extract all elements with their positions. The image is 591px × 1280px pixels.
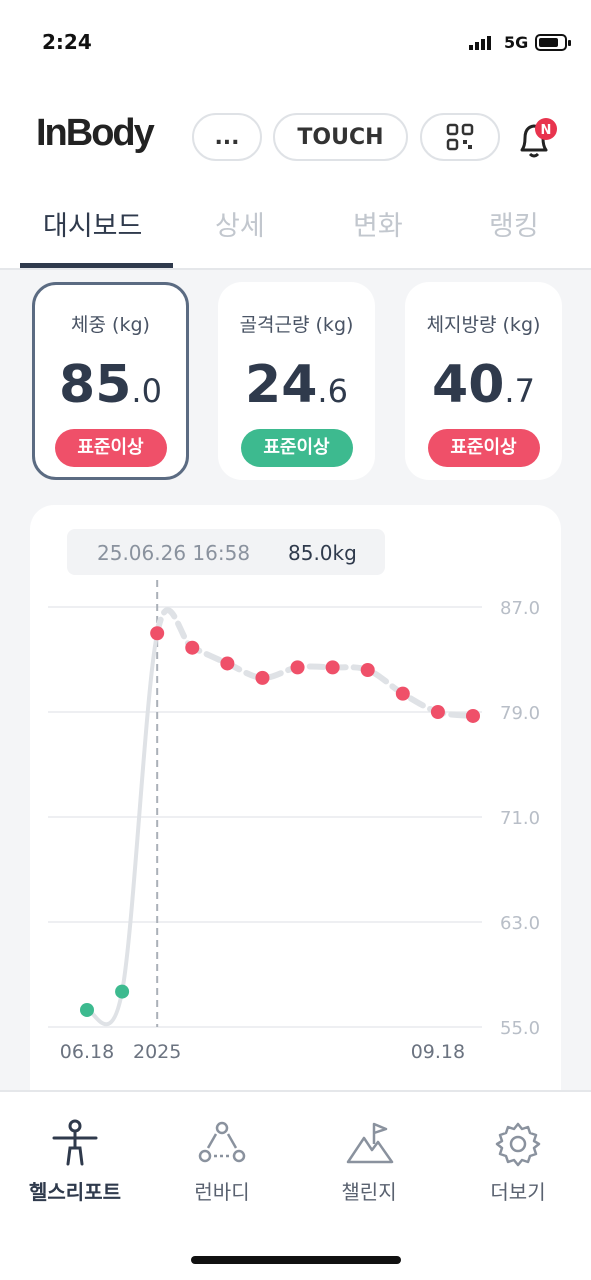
nav-icon[interactable] <box>494 1120 542 1168</box>
nav-icon[interactable] <box>48 1118 102 1168</box>
nav-label[interactable]: 더보기 <box>490 1180 546 1204</box>
network-label: 5G <box>504 33 529 52</box>
tab[interactable]: 변화 <box>353 211 403 242</box>
notification-bell[interactable]: N <box>512 116 562 162</box>
status-time: 2:24 <box>42 30 92 54</box>
logo: InBody <box>36 112 155 154</box>
weight-chart: 55.0 63.0 71.0 79.0 87.0 25.06.26 16:58 85.0kg… <box>48 529 540 1063</box>
tooltip-date: 25.06.26 16:58 <box>97 541 250 565</box>
data-point <box>185 640 200 655</box>
data-point <box>430 705 445 719</box>
qr-icon <box>446 123 474 151</box>
metric-card[interactable]: 체중 (kg) 85.0 표준이상 <box>32 282 189 480</box>
data-point <box>395 686 410 701</box>
tooltip <box>67 529 385 575</box>
svg-text:N: N <box>541 123 552 138</box>
y-tick-label: 79.0 <box>500 703 540 724</box>
nav-icon[interactable] <box>196 1120 248 1166</box>
card-value: 40.7 <box>405 355 562 421</box>
data-point <box>466 708 480 723</box>
battery-icon <box>535 34 571 51</box>
touch-button[interactable]: TOUCH <box>273 113 408 161</box>
data-point <box>290 660 305 675</box>
data-point <box>325 660 340 675</box>
status-pill: 표준이상 <box>427 429 540 467</box>
status-pill: 표준이상 <box>54 429 167 467</box>
qr-button[interactable] <box>420 113 500 161</box>
chart-card <box>30 505 561 1125</box>
y-tick-label: 71.0 <box>500 808 540 829</box>
nav-icon[interactable] <box>344 1120 396 1166</box>
card-value: 24.6 <box>218 355 375 421</box>
value-decimal: .6 <box>317 372 348 410</box>
y-tick-label: 55.0 <box>500 1018 540 1039</box>
card-title: 체지방량 (kg) <box>426 314 541 336</box>
value-integer: 85 <box>59 355 132 415</box>
data-point <box>115 984 130 999</box>
card-title: 체중 (kg) <box>71 314 150 336</box>
tab[interactable]: 대시보드 <box>43 211 143 242</box>
y-tick-label: 87.0 <box>500 598 540 619</box>
data-point <box>255 670 270 685</box>
nav-label[interactable]: 런바디 <box>194 1180 250 1204</box>
x-tick-label: 2025 <box>133 1041 181 1063</box>
trend-line <box>86 632 160 1027</box>
active-tab-indicator <box>20 263 173 268</box>
tooltip-value: 85.0kg <box>288 541 357 565</box>
divider <box>0 268 591 270</box>
data-point <box>220 656 235 671</box>
data-point <box>360 663 375 677</box>
x-tick-label: 09.18 <box>411 1041 465 1063</box>
metric-card[interactable]: 체지방량 (kg) 40.7 표준이상 <box>405 282 562 480</box>
value-integer: 24 <box>245 355 318 415</box>
card-value: 85.0 <box>35 355 186 421</box>
status-pill: 표준이상 <box>240 429 353 467</box>
trend-line <box>154 607 476 719</box>
metric-card[interactable]: 골격근량 (kg) 24.6 표준이상 <box>218 282 375 480</box>
value-decimal: .7 <box>504 372 535 410</box>
nav-label[interactable]: 챌린지 <box>341 1180 397 1204</box>
y-tick-label: 63.0 <box>500 913 540 934</box>
tab[interactable]: 상세 <box>215 211 265 242</box>
x-tick-label: 06.18 <box>60 1041 114 1063</box>
value-decimal: .0 <box>131 372 162 410</box>
signal-icon <box>469 36 491 50</box>
nav-label[interactable]: 헬스리포트 <box>29 1180 121 1204</box>
data-point <box>80 1002 94 1017</box>
value-integer: 40 <box>432 355 505 415</box>
bottom-nav <box>0 1090 591 1280</box>
data-point <box>150 626 165 641</box>
more-button[interactable]: ... <box>192 113 262 161</box>
tab[interactable]: 랭킹 <box>489 211 539 242</box>
card-title: 골격근량 (kg) <box>239 314 354 336</box>
home-indicator <box>191 1256 401 1264</box>
